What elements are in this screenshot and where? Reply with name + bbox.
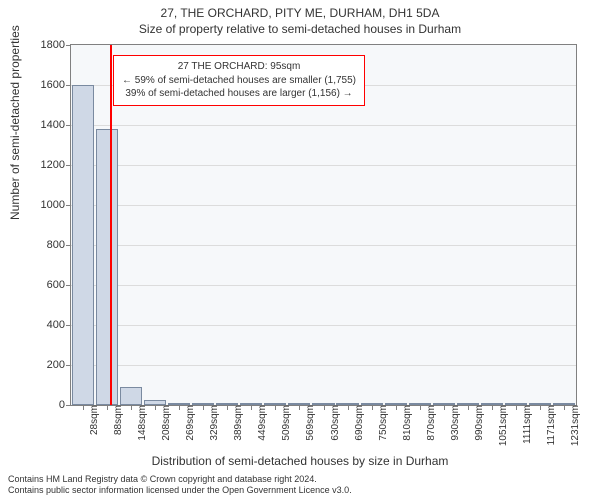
x-axis-label: Distribution of semi-detached houses by … [0, 454, 600, 468]
footer-credits: Contains HM Land Registry data © Crown c… [8, 474, 352, 497]
y-tick-label: 1200 [41, 159, 71, 171]
y-tick-label: 1600 [41, 79, 71, 91]
bar-chart: 02004006008001000120014001600180028sqm88… [70, 44, 577, 406]
gridline [71, 125, 576, 126]
bar [120, 387, 142, 405]
legend-line: ← 59% of semi-detached houses are smalle… [122, 74, 356, 88]
x-tick-label: 1171sqm [540, 405, 557, 445]
y-tick-label: 600 [47, 279, 71, 291]
page-title: 27, THE ORCHARD, PITY ME, DURHAM, DH1 5D… [0, 0, 600, 20]
x-tick-label: 870sqm [420, 405, 437, 441]
x-tick-label: 389sqm [227, 405, 244, 441]
x-tick-label: 509sqm [275, 405, 292, 441]
x-tick-label: 630sqm [324, 405, 341, 441]
y-tick-label: 1800 [41, 39, 71, 51]
y-tick-label: 800 [47, 239, 71, 251]
gridline [71, 325, 576, 326]
y-tick-label: 0 [59, 399, 71, 411]
y-tick-label: 1400 [41, 119, 71, 131]
x-tick-label: 208sqm [155, 405, 172, 441]
x-tick-label: 28sqm [83, 405, 100, 435]
gridline [71, 285, 576, 286]
x-tick-label: 148sqm [131, 405, 148, 441]
footer-line-1: Contains HM Land Registry data © Crown c… [8, 474, 352, 485]
x-tick-label: 88sqm [107, 405, 124, 435]
gridline [71, 365, 576, 366]
y-tick-label: 200 [47, 359, 71, 371]
x-tick-label: 1051sqm [492, 405, 509, 446]
x-tick-label: 750sqm [372, 405, 389, 441]
x-tick-label: 990sqm [468, 405, 485, 441]
x-tick-label: 1231sqm [564, 405, 581, 446]
x-tick-label: 690sqm [348, 405, 365, 441]
page-subtitle: Size of property relative to semi-detach… [0, 20, 600, 36]
y-tick-label: 1000 [41, 199, 71, 211]
x-tick-label: 810sqm [396, 405, 413, 441]
x-tick-label: 1111sqm [516, 405, 533, 444]
x-tick-label: 449sqm [251, 405, 268, 441]
x-tick-label: 930sqm [444, 405, 461, 441]
x-tick-label: 269sqm [179, 405, 196, 441]
bar [96, 129, 118, 405]
x-tick-label: 569sqm [299, 405, 316, 441]
footer-line-2: Contains public sector information licen… [8, 485, 352, 496]
legend-line: 39% of semi-detached houses are larger (… [122, 87, 356, 101]
y-tick-label: 400 [47, 319, 71, 331]
gridline [71, 245, 576, 246]
y-axis-label: Number of semi-detached properties [8, 25, 22, 220]
legend-box: 27 THE ORCHARD: 95sqm← 59% of semi-detac… [113, 55, 365, 106]
x-tick-label: 329sqm [203, 405, 220, 441]
gridline [71, 165, 576, 166]
gridline [71, 205, 576, 206]
marker-line [110, 45, 112, 405]
legend-line: 27 THE ORCHARD: 95sqm [122, 60, 356, 74]
bar [72, 85, 94, 405]
